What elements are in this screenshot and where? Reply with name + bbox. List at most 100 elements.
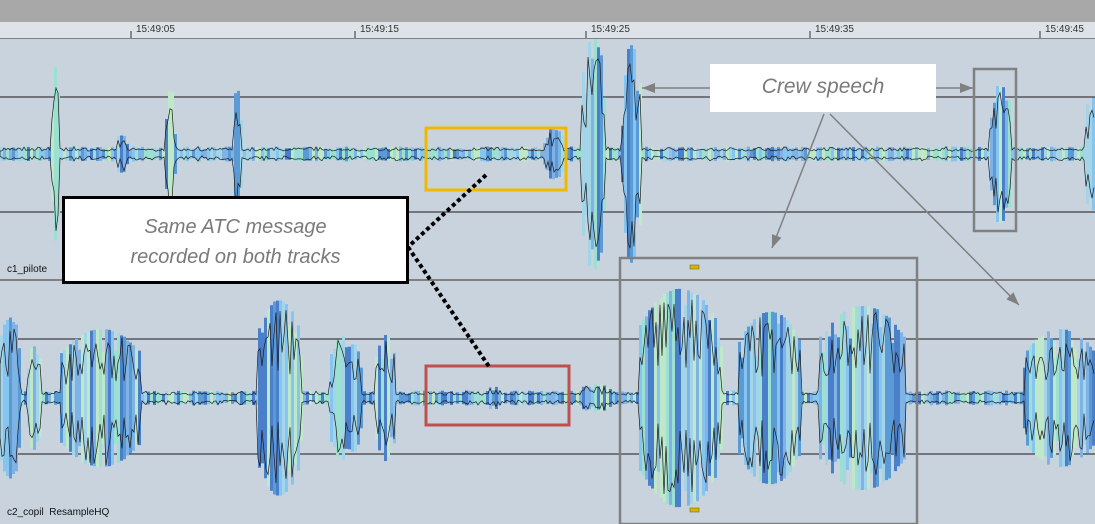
waveform-pilote-band (369, 147, 372, 161)
waveform-copilot-band (606, 387, 609, 409)
waveform-pilote-band (264, 146, 267, 162)
waveform-pilote-band (918, 147, 921, 161)
waveform-copilot-band (345, 347, 348, 449)
waveform-copilot-band (570, 390, 573, 405)
waveform-copilot-band (303, 391, 306, 405)
waveform-copilot-band (351, 344, 354, 452)
waveform-pilote-band (99, 147, 102, 161)
waveform-copilot-band (291, 311, 294, 485)
waveform-pilote-band (711, 147, 714, 161)
waveform-pilote-band (357, 150, 360, 158)
waveform-pilote-band (645, 146, 648, 162)
waveform-pilote-band (288, 148, 291, 160)
waveform-copilot-band (396, 392, 399, 404)
waveform-copilot-band (963, 392, 966, 404)
waveform-pilote-band (1005, 100, 1008, 208)
waveform-copilot-band (633, 392, 636, 404)
waveform-copilot-band (756, 355, 759, 441)
waveform-pilote-band (558, 131, 561, 177)
waveform-pilote-band (993, 102, 996, 206)
waveform-pilote-band (222, 147, 225, 161)
crew-arrow-right-head (960, 83, 973, 93)
waveform-pilote-band (126, 143, 129, 165)
waveform-copilot-band (210, 390, 213, 406)
waveform-copilot-band (735, 391, 738, 405)
waveform-pilote-band (183, 146, 186, 162)
waveform-copilot-band (243, 391, 246, 405)
waveform-copilot-band (390, 358, 393, 438)
waveform-pilote-band (1074, 148, 1077, 160)
waveform-copilot-band (807, 392, 810, 404)
waveform-copilot-band (159, 392, 162, 403)
waveform-pilote-band (855, 147, 858, 161)
waveform-pilote-band (249, 147, 252, 161)
waveform-pilote-band (927, 148, 930, 160)
waveform-pilote-band (111, 146, 114, 162)
waveform-copilot-band (846, 326, 849, 470)
waveform-pilote-band (453, 149, 456, 159)
waveform-copilot-band (771, 311, 774, 485)
crew-arrow-down-head (772, 234, 782, 248)
title-bar (0, 0, 1095, 22)
waveform-pilote-band (882, 146, 885, 162)
waveform-pilote-band (636, 90, 639, 218)
waveform-copilot-band (927, 392, 930, 404)
waveform-pilote-band (129, 149, 132, 159)
waveform-copilot-band (366, 392, 369, 404)
waveform-copilot-band (315, 390, 318, 406)
waveform-pilote-band (300, 146, 303, 162)
waveform-copilot-band (63, 349, 66, 447)
waveform-copilot-band (690, 292, 693, 504)
waveform-copilot-band (705, 304, 708, 492)
waveform-pilote-band (864, 146, 867, 162)
waveform-copilot-band (843, 311, 846, 485)
time-ruler[interactable] (0, 22, 1095, 39)
waveform-pilote-band (801, 146, 804, 162)
waveform-copilot-band (93, 329, 96, 467)
waveform-copilot-band (939, 391, 942, 405)
waveform-pilote-band (522, 146, 525, 162)
waveform-copilot-band (447, 392, 450, 404)
waveform-copilot-band (990, 390, 993, 406)
waveform-pilote-band (297, 147, 300, 161)
waveform-pilote-band (861, 149, 864, 159)
waveform-pilote-band (231, 146, 234, 162)
waveform-pilote-band (936, 147, 939, 161)
waveform-pilote-band (207, 146, 210, 162)
waveform-copilot-band (177, 390, 180, 406)
waveform-copilot-band (165, 391, 168, 405)
waveform-copilot-band (879, 327, 882, 469)
waveform-copilot-band (219, 391, 222, 405)
waveform-pilote-band (45, 148, 48, 160)
waveform-pilote-band (123, 135, 126, 173)
waveform-copilot-band (672, 289, 675, 507)
waveform-copilot-band (855, 306, 858, 490)
waveform-pilote-band (6, 147, 9, 161)
waveform-pilote-band (255, 146, 258, 162)
waveform-copilot-band (387, 338, 390, 458)
waveform-pilote-band (219, 147, 222, 161)
waveform-copilot-band (783, 317, 786, 479)
waveform-pilote-band (693, 148, 696, 160)
waveform-pilote-band (831, 146, 834, 161)
waveform-pilote-band (843, 147, 846, 161)
waveform-copilot-band (1092, 350, 1095, 446)
waveform-copilot-band (885, 315, 888, 481)
waveform-copilot-band (264, 317, 267, 479)
waveform-pilote-band (360, 149, 363, 159)
waveform-pilote-band (666, 146, 669, 162)
waveform-pilote-band (1044, 146, 1047, 161)
waveform-pilote-band (450, 147, 453, 161)
waveform-copilot-band (378, 345, 381, 451)
waveform-copilot-band (1032, 343, 1035, 453)
waveform-copilot-band (1023, 367, 1026, 429)
waveform-pilote-band (60, 147, 63, 161)
waveform-copilot-band (582, 386, 585, 410)
waveform-pilote-band (678, 147, 681, 161)
waveform-copilot-band (534, 390, 537, 406)
waveform-pilote-band (840, 147, 843, 161)
waveform-pilote-band (924, 147, 927, 161)
waveform-copilot-band (495, 386, 498, 409)
waveform-copilot-band (882, 314, 885, 482)
waveform-copilot-band (780, 315, 783, 481)
